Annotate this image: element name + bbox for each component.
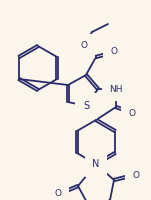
Text: S: S (83, 101, 89, 111)
Text: O: O (55, 190, 61, 198)
Text: O: O (111, 47, 117, 56)
Text: NH: NH (109, 84, 123, 94)
Text: N: N (92, 159, 100, 169)
Text: O: O (80, 42, 87, 50)
Text: O: O (132, 170, 140, 180)
Text: O: O (129, 108, 135, 117)
